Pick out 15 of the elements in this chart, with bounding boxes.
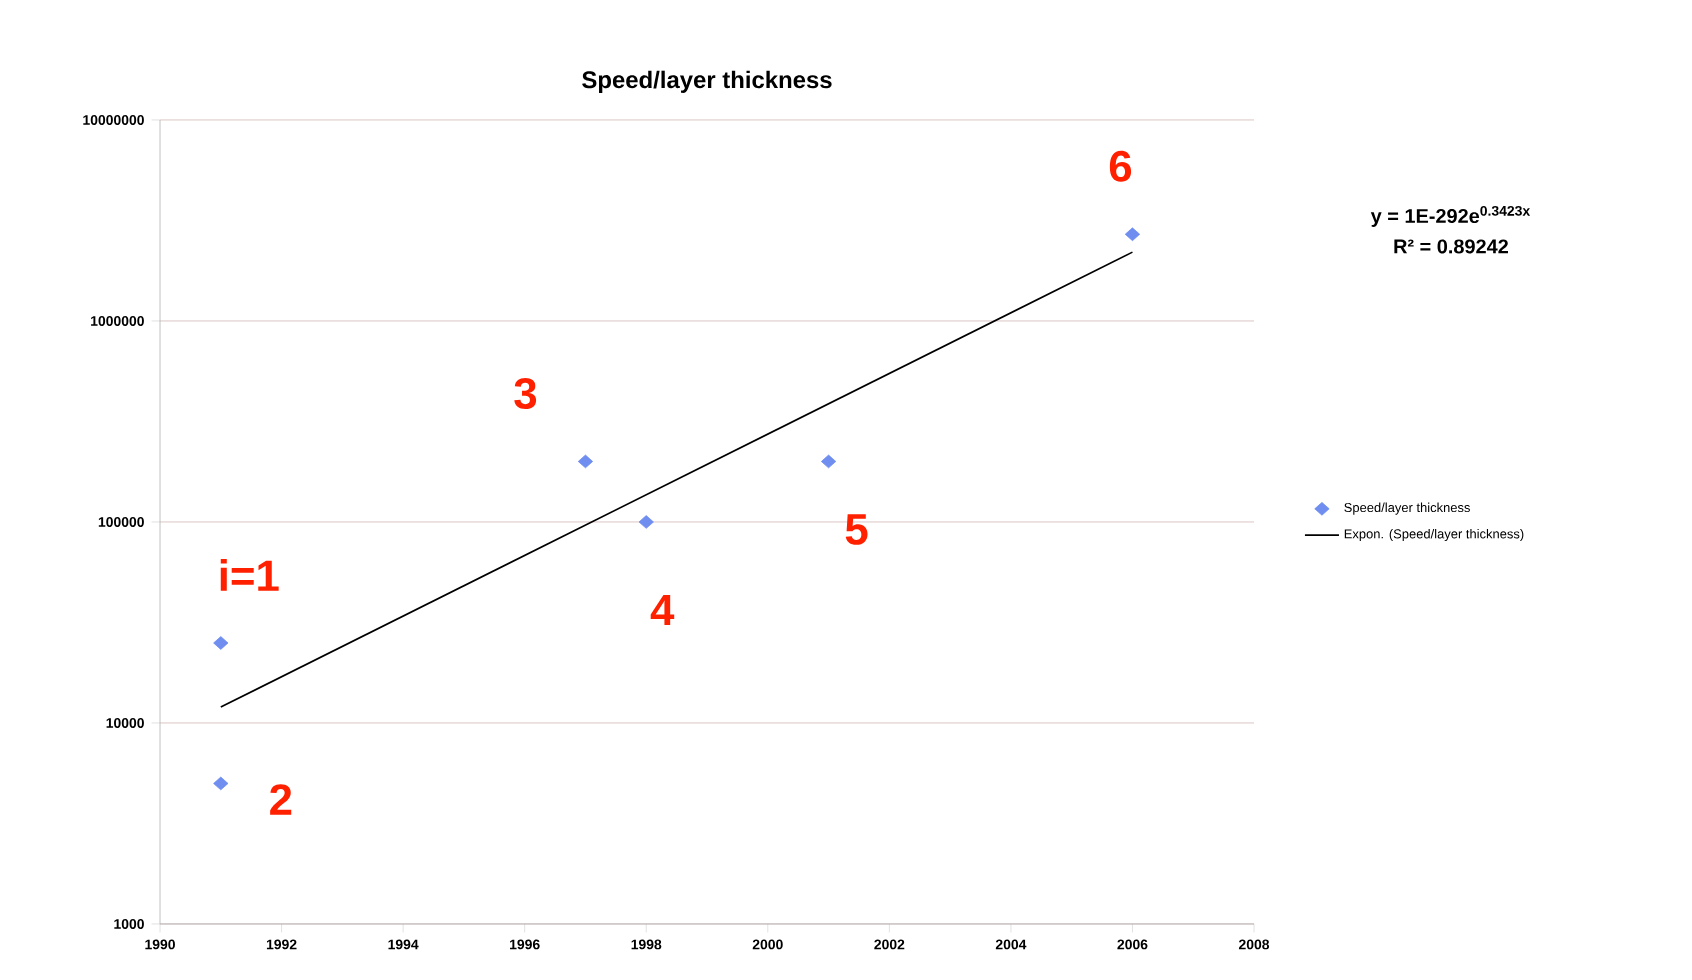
point: [577, 454, 594, 469]
point: [1124, 227, 1141, 242]
chart-title: Speed/layer thickness: [582, 70, 832, 93]
point: [213, 636, 229, 650]
point: [820, 454, 837, 469]
text: R² = 0.89242: [1394, 239, 1508, 254]
annotation: 4: [650, 594, 675, 626]
text: y = 1E-292e$^{0.3423x}$: [1370, 205, 1531, 227]
annotation: 6: [1109, 150, 1132, 182]
point: [213, 776, 229, 791]
annotation: 3: [514, 377, 537, 410]
annotation: 2: [270, 784, 292, 815]
point: [638, 515, 654, 529]
annotation: i=1: [220, 559, 279, 591]
annotation: 5: [845, 514, 868, 545]
